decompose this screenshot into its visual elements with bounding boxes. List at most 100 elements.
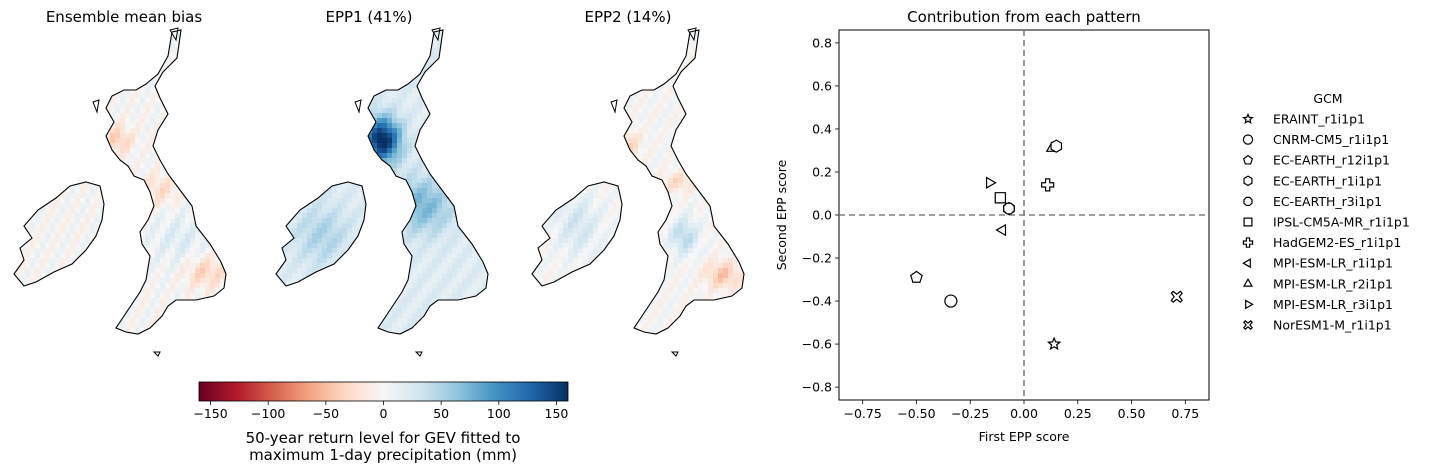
map-cell	[140, 183, 146, 189]
map-cell	[105, 213, 111, 219]
map-cell	[190, 158, 196, 164]
map-cell	[190, 218, 196, 224]
map-cell	[165, 283, 171, 289]
map-cell	[195, 178, 201, 184]
map-cell	[492, 38, 497, 43]
map-cell	[292, 158, 298, 164]
map-cell	[402, 203, 408, 209]
map-cell	[35, 203, 41, 209]
map-cell	[145, 158, 151, 164]
map-cell	[327, 38, 333, 44]
map-cell	[337, 48, 343, 54]
map-cell	[230, 163, 235, 168]
map-cell	[160, 88, 166, 94]
map-cell	[472, 78, 478, 84]
map-cell	[412, 103, 418, 109]
map-cell	[482, 233, 488, 239]
map-cell	[472, 68, 478, 74]
map-cell	[205, 213, 211, 219]
map-cell	[60, 253, 66, 259]
map-cell	[155, 338, 160, 343]
map-cell	[352, 188, 358, 194]
map-cell	[165, 93, 171, 99]
map-cell	[215, 203, 221, 209]
map-cell	[55, 78, 61, 84]
map-cell	[30, 238, 36, 244]
map-cell	[50, 308, 56, 314]
map-cell	[397, 108, 403, 114]
map-cell	[65, 158, 71, 164]
map-cell	[150, 88, 156, 94]
map-cell	[372, 98, 378, 104]
map-cell	[205, 328, 211, 334]
map-cell	[115, 138, 121, 144]
map-cell	[357, 163, 363, 169]
map-cell	[407, 103, 413, 109]
map-cell	[412, 168, 418, 174]
map-cell	[115, 48, 121, 54]
map-cell	[377, 153, 383, 159]
map-cell	[277, 183, 283, 189]
map-cell	[482, 48, 488, 54]
map-cell	[372, 83, 378, 89]
map-cell	[70, 38, 76, 44]
map-cell	[317, 218, 323, 224]
map-cell	[297, 243, 303, 249]
map-cell	[402, 153, 408, 159]
map-cell	[155, 268, 161, 274]
map-cell	[392, 143, 398, 149]
map-cell	[357, 148, 363, 154]
map-cell	[110, 53, 116, 59]
map-cell	[322, 83, 328, 89]
map-cell	[477, 178, 483, 184]
map-cell	[80, 318, 86, 324]
map-cell	[135, 68, 141, 74]
map-cell	[327, 158, 333, 164]
map-cell	[165, 238, 171, 244]
map-cell	[170, 268, 176, 274]
map-cell	[60, 228, 66, 234]
map-cell	[50, 113, 56, 119]
map-cell	[377, 78, 383, 84]
map-cell	[337, 73, 343, 79]
map-cell	[115, 198, 121, 204]
map-cell	[105, 223, 111, 229]
map-cell	[377, 123, 383, 129]
map-cell	[462, 218, 468, 224]
map-cell	[170, 138, 176, 144]
map-cell	[372, 48, 378, 54]
map-cell	[452, 88, 458, 94]
map-cell	[35, 223, 41, 229]
map-cell	[110, 33, 116, 39]
map-cell	[437, 203, 443, 209]
map-cell	[210, 173, 216, 179]
map-cell	[347, 43, 353, 49]
map-cell	[292, 223, 298, 229]
map-cell	[327, 43, 333, 49]
map-cell	[190, 343, 195, 348]
map-cell	[432, 218, 438, 224]
map-cell	[225, 183, 226, 189]
map-cell	[312, 193, 318, 199]
map-cell	[317, 178, 323, 184]
map-cell	[200, 268, 206, 274]
map-cell	[282, 183, 288, 189]
map-cell	[307, 218, 313, 224]
map-cell	[70, 228, 76, 234]
map-cell	[327, 133, 333, 139]
map-cell	[20, 68, 26, 74]
map-cell	[307, 193, 313, 199]
map-cell	[362, 118, 368, 124]
map-cell	[105, 288, 111, 294]
map-cell	[467, 178, 473, 184]
map-cell	[25, 253, 31, 259]
map-cell	[437, 143, 443, 149]
map-cell	[437, 213, 443, 219]
map-cell	[50, 333, 56, 334]
map-cell	[407, 63, 413, 69]
map-cell	[307, 68, 313, 74]
map-cell	[160, 228, 166, 234]
map-cell	[80, 208, 86, 214]
map-cell	[452, 148, 458, 154]
map-cell	[50, 188, 56, 194]
